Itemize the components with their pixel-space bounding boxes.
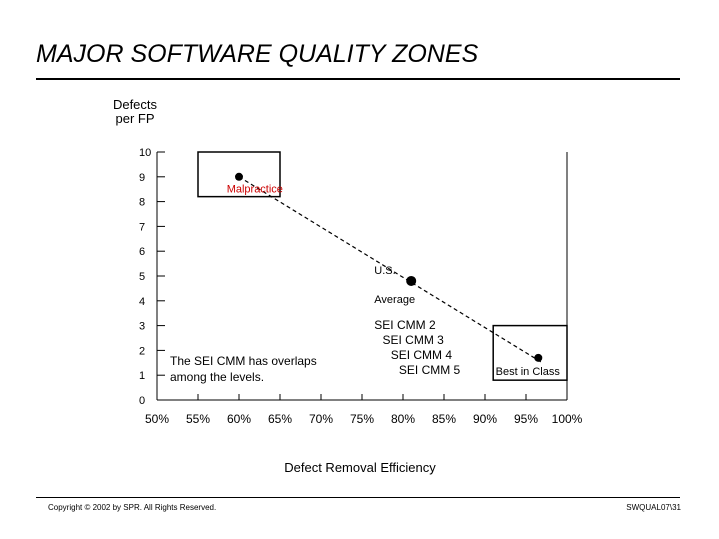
y-tick-label-7: 7 [139,221,145,233]
x-axis-label: Defect Removal Efficiency [284,460,436,475]
data-point-u-s-average [406,275,417,286]
y-tick-label-3: 3 [139,321,145,333]
slide-id: SWQUAL07\31 [626,503,681,512]
title-underline [36,78,680,80]
y-tick-label-9: 9 [139,172,145,184]
sei-cmm-level-3: SEI CMM 3 [383,333,445,347]
overlap-note-line-1: The SEI CMM has overlaps [170,354,317,368]
malpractice-label: Malpractice [227,184,283,196]
zone-box-malpractice [197,151,281,198]
y-axis-label: Defects per FP [100,98,170,126]
footer-divider [36,497,680,498]
x-tick-label-65: 65% [268,412,292,426]
x-tick-label-75: 75% [350,412,374,426]
x-tick-label-70: 70% [309,412,333,426]
us-average-label-line-2: Average [374,294,415,306]
best-in-class-label: Best in Class [496,366,561,378]
y-tick-label-1: 1 [139,370,145,382]
y-axis-label-line-2: per FP [115,111,155,126]
copyright-text: Copyright © 2002 by SPR. All Rights Rese… [48,503,217,512]
data-point-malpractice [235,172,243,181]
y-tick-label-10: 10 [139,147,151,159]
x-tick-label-55: 55% [186,412,210,426]
page-title: MAJOR SOFTWARE QUALITY ZONES [36,40,479,68]
y-tick-label-5: 5 [139,271,145,283]
x-tick-label-100: 100% [552,412,583,426]
zone-box-best-in-class [492,324,568,381]
data-point-best-in-class [534,353,543,362]
x-tick-label-80: 80% [391,412,415,426]
x-tick-label-50: 50% [145,412,169,426]
y-axis-label-line-1: Defects [112,97,158,112]
y-tick-label-6: 6 [139,246,145,258]
x-tick-label-95: 95% [514,412,538,426]
x-tick-label-60: 60% [227,412,251,426]
overlap-note-line-2: among the levels. [170,370,264,384]
x-tick-label-85: 85% [432,412,456,426]
x-tick-label-90: 90% [473,412,497,426]
y-tick-label-8: 8 [139,197,145,209]
sei-cmm-level-5: SEI CMM 5 [399,363,461,377]
trend-line [238,176,543,364]
y-tick-label-2: 2 [139,345,145,357]
sei-cmm-level-2: SEI CMM 2 [374,318,436,332]
sei-cmm-level-4: SEI CMM 4 [391,348,453,362]
y-tick-label-0: 0 [139,395,145,407]
y-tick-label-4: 4 [139,296,145,308]
us-average-label-line-1: U.S. [374,265,395,277]
